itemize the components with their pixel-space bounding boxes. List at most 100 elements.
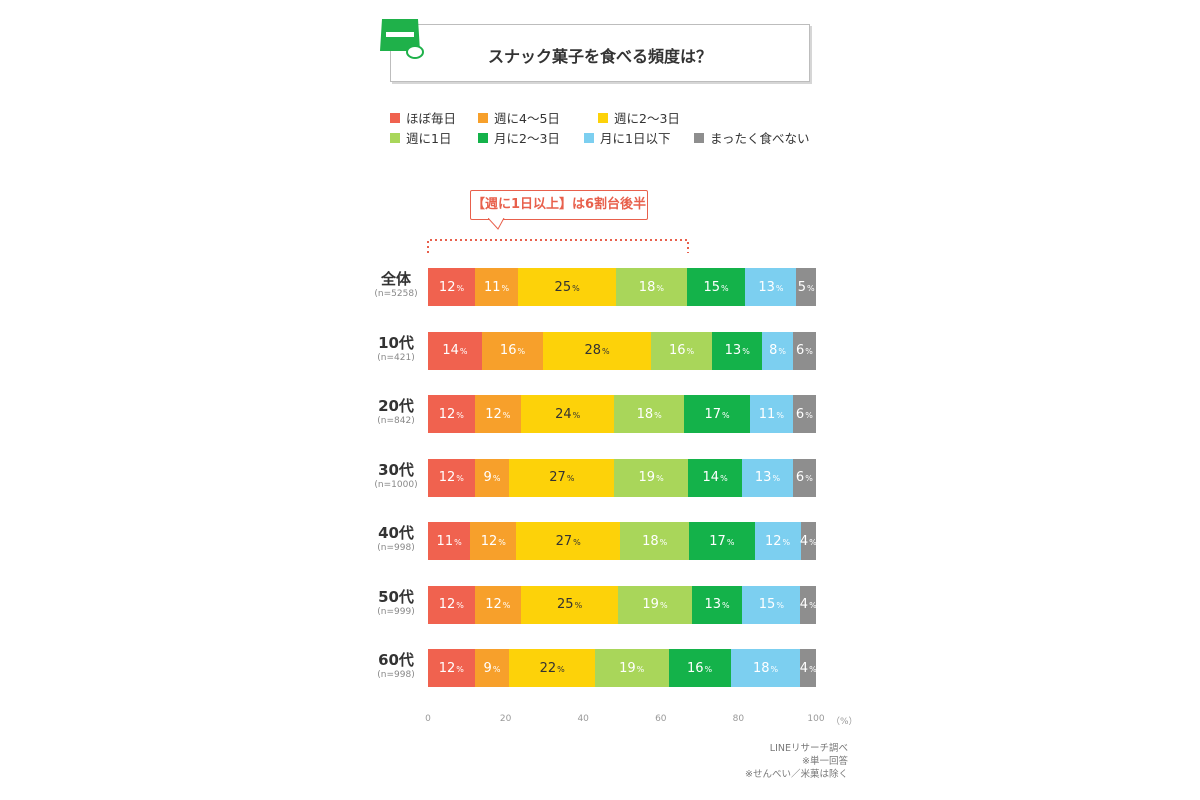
bar-segment: 8% xyxy=(762,331,793,370)
callout-label: 【週に1日以上】は6割台後半 xyxy=(470,190,648,220)
legend-label: ほぼ毎日 xyxy=(406,111,457,126)
legend-label: 週に1日 xyxy=(406,131,452,146)
bar-value-label: 4% xyxy=(799,533,817,549)
legend-item: 週に1日 xyxy=(390,128,451,147)
callout-tail xyxy=(488,218,505,230)
bar-segment: 13% xyxy=(712,331,763,370)
category-label: 40代 xyxy=(378,524,414,542)
x-tick-label: 100 xyxy=(807,714,825,724)
bar-value-label: 18% xyxy=(636,406,662,422)
sample-size-label: (n=421) xyxy=(377,352,415,363)
category-label: 30代 xyxy=(378,460,414,479)
legend-swatch xyxy=(390,132,400,143)
bar-value-label: 9% xyxy=(483,470,501,485)
bar-value-label: 13% xyxy=(704,597,730,612)
bar-segment: 11% xyxy=(750,395,793,433)
bar-value-label: 12% xyxy=(485,597,511,612)
bar-segment: 11% xyxy=(475,268,519,306)
row-label: 20代 (n=842) xyxy=(366,397,426,427)
bar-segment: 12% xyxy=(754,522,801,560)
legend-label: 週に2〜3日 xyxy=(614,111,680,126)
legend-item: 週に2〜3日 xyxy=(598,108,680,127)
bar-segment: 17% xyxy=(684,395,751,433)
bar-segment: 15% xyxy=(742,585,801,624)
bar-segment: 13% xyxy=(745,268,797,306)
bar-value-label: 11% xyxy=(758,406,784,422)
bar-segment: 18% xyxy=(614,395,685,433)
bar-value-label: 13% xyxy=(724,343,750,358)
bar-value-label: 11% xyxy=(436,533,462,549)
bar-value-label: 12% xyxy=(485,406,511,422)
x-tick-label: 0 xyxy=(425,714,431,724)
legend-item: まったく食べない xyxy=(694,128,810,147)
x-tick-label: 20 xyxy=(499,714,512,724)
bar-value-label: 6% xyxy=(795,470,813,485)
bar-value-label: 18% xyxy=(642,533,668,549)
row-label: 50代 (n=999) xyxy=(366,588,426,618)
bar-segment: 13% xyxy=(691,585,743,624)
bar-value-label: 12% xyxy=(438,279,465,295)
snack-bag-icon xyxy=(380,19,424,59)
bar-segment: 4% xyxy=(799,522,817,560)
bar-value-label: 27% xyxy=(555,533,581,549)
bar-value-label: 6% xyxy=(795,406,813,422)
bar-value-label: 14% xyxy=(702,470,728,485)
bar-segment: 12% xyxy=(474,395,522,433)
bar-segment: 13% xyxy=(742,458,793,497)
legend-label: まったく食べない xyxy=(710,131,810,146)
bar-value-label: 16% xyxy=(668,343,695,358)
bar-value-label: 5% xyxy=(797,279,815,295)
bar-value-label: 12% xyxy=(438,470,464,485)
row-label: 40代 (n=998) xyxy=(366,524,426,554)
bar-value-label: 14% xyxy=(442,343,468,358)
legend-item: ほぼ毎日 xyxy=(390,108,456,127)
bar-segment: 18% xyxy=(620,522,690,560)
bar-segment: 18% xyxy=(730,649,801,687)
bar-segment: 27% xyxy=(516,522,621,560)
bar-segment: 4% xyxy=(799,649,817,687)
bar-value-label: 4% xyxy=(799,660,817,676)
bar-segment: 25% xyxy=(521,585,619,624)
legend-item: 月に1日以下 xyxy=(584,128,670,147)
bar-value-label: 19% xyxy=(638,470,664,485)
bar-value-label: 12% xyxy=(765,533,791,549)
bar-segment: 16% xyxy=(668,649,731,687)
legend-swatch xyxy=(478,132,488,143)
bar-value-label: 25% xyxy=(557,597,583,612)
bar-segment: 25% xyxy=(518,268,617,306)
bar-segment: 12% xyxy=(428,395,475,433)
legend-swatch xyxy=(390,112,400,123)
sample-size-label: (n=998) xyxy=(377,670,415,680)
answer-note: ※単一回答 xyxy=(802,756,848,767)
bar-value-label: 28% xyxy=(584,343,610,358)
category-label: 20代 xyxy=(378,397,414,415)
bar-segment: 12% xyxy=(470,522,517,560)
bar-segment: 16% xyxy=(650,331,713,370)
category-label: 10代 xyxy=(378,333,414,352)
bar-segment: 9% xyxy=(474,458,510,497)
sample-size-label: (n=842) xyxy=(377,416,415,426)
x-tick-label: 40 xyxy=(577,714,589,724)
category-label: 60代 xyxy=(378,651,414,669)
bar-segment: 19% xyxy=(594,649,669,687)
bar-value-label: 16% xyxy=(687,660,713,676)
legend-label: 週に4〜5日 xyxy=(494,111,560,126)
bar-value-label: 15% xyxy=(703,279,729,295)
bar-value-label: 12% xyxy=(438,660,464,676)
bar-value-label: 16% xyxy=(499,343,526,358)
bar-value-label: 12% xyxy=(438,406,464,422)
bar-segment: 19% xyxy=(618,585,692,624)
chart-title-box: スナック菓子を食べる頻度は？ xyxy=(390,24,810,82)
bar-value-label: 11% xyxy=(483,279,510,295)
bar-segment: 12% xyxy=(428,268,476,306)
bar-segment: 24% xyxy=(521,395,615,433)
bar-segment: 5% xyxy=(796,268,816,306)
bar-segment: 15% xyxy=(686,268,746,306)
legend-label: 月に2〜3日 xyxy=(494,131,560,146)
sample-size-label: (n=998) xyxy=(377,543,415,553)
bar-segment: 17% xyxy=(689,522,755,560)
category-label: 全体 xyxy=(380,270,411,288)
bar-segment: 14% xyxy=(687,458,743,497)
legend-item: 週に4〜5日 xyxy=(478,108,560,127)
bar-segment: 22% xyxy=(509,649,595,687)
